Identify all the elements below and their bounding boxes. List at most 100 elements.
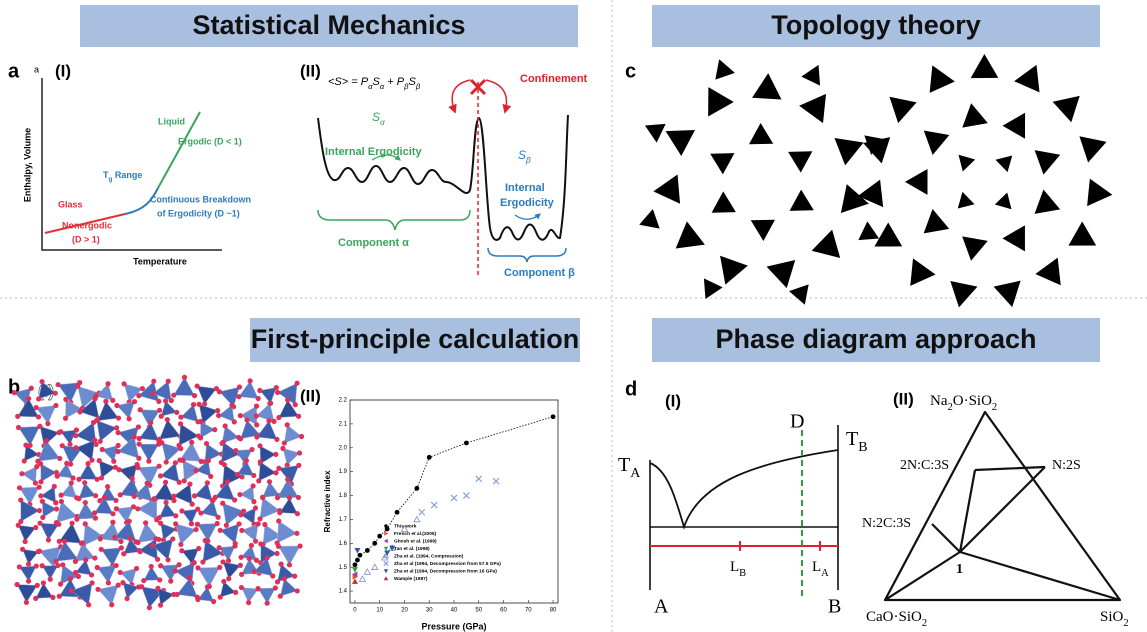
oxygen-atom <box>187 482 192 487</box>
oxygen-atom <box>57 539 62 544</box>
oxygen-atom <box>82 480 87 485</box>
tetrahedron <box>100 522 121 541</box>
triangle <box>653 174 680 203</box>
oxygen-atom <box>92 510 97 515</box>
oxygen-atom <box>239 572 244 577</box>
part-label: (I) <box>665 391 681 410</box>
oxygen-atom <box>70 475 75 480</box>
triangle <box>715 59 735 79</box>
series-line <box>355 417 553 565</box>
triangle <box>958 192 975 209</box>
oxygen-atom <box>63 397 68 402</box>
oxygen-atom <box>37 485 42 490</box>
oxygen-atom <box>174 410 179 415</box>
label: D <box>790 411 804 433</box>
oxygen-atom <box>45 421 50 426</box>
oxygen-atom <box>232 543 237 548</box>
oxygen-atom <box>196 402 201 407</box>
oxygen-atom <box>229 403 234 408</box>
y-tick-label: 2.0 <box>339 445 348 451</box>
oxygen-atom <box>135 540 140 545</box>
tetrahedron <box>280 579 297 596</box>
legend-label: Ghosh et al. (1999) <box>394 538 437 544</box>
oxygen-atom <box>170 536 175 541</box>
oxygen-atom <box>169 398 174 403</box>
oxygen-atom <box>174 592 179 597</box>
x-tick-label: 10 <box>376 608 383 614</box>
oxygen-atom <box>146 459 151 464</box>
oxygen-atom <box>116 430 121 435</box>
oxygen-atom <box>100 447 105 452</box>
oxygen-atom <box>143 520 148 525</box>
oxygen-atom <box>83 557 88 562</box>
oxygen-atom <box>254 413 259 418</box>
legend-label: Tan et al. (1998) <box>394 546 430 552</box>
oxygen-atom <box>48 577 53 582</box>
oxygen-atom <box>238 512 243 517</box>
oxygen-atom <box>58 582 63 587</box>
triangle <box>645 124 666 143</box>
triangle <box>676 221 705 248</box>
oxygen-atom <box>157 408 162 413</box>
oxygen-atom <box>95 587 100 592</box>
label: TB <box>846 428 868 455</box>
legend-label: Zha et al (1994, Decompression from 16 G… <box>394 568 497 574</box>
tetrahedron <box>181 405 198 422</box>
oxygen-atom <box>130 476 135 481</box>
label-part: 2 <box>992 402 997 413</box>
triangle <box>994 281 1021 307</box>
oxygen-atom <box>193 527 198 532</box>
oxygen-atom <box>157 577 162 582</box>
label-part: 2 <box>1123 618 1128 629</box>
oxygen-atom <box>249 543 254 548</box>
oxygen-atom <box>274 385 279 390</box>
point <box>551 414 556 419</box>
oxygen-atom <box>239 585 244 590</box>
oxygen-atom <box>276 518 281 523</box>
oxygen-atom <box>271 419 276 424</box>
triangle <box>752 73 781 99</box>
oxygen-atom <box>178 415 183 420</box>
tetrahedron <box>197 524 217 541</box>
panel-letter: d <box>625 378 637 400</box>
tetrahedron <box>154 482 174 500</box>
tetrahedron <box>194 483 212 501</box>
y-tick-label: 1.8 <box>339 493 348 499</box>
oxygen-atom <box>211 599 216 604</box>
oxygen-atom <box>95 565 100 570</box>
oxygen-atom <box>83 500 88 505</box>
energy-landscape <box>318 115 568 240</box>
oxygen-atom <box>179 548 184 553</box>
oxygen-atom <box>20 547 25 552</box>
triangle <box>801 65 820 86</box>
triangle <box>708 87 734 116</box>
y-axis-label: Refractive index <box>323 470 332 532</box>
tetrahedron <box>161 463 180 482</box>
oxygen-atom <box>59 493 64 498</box>
oxygen-atom <box>254 404 259 409</box>
oxygen-atom <box>274 437 279 442</box>
triangle <box>790 190 814 211</box>
oxygen-atom <box>132 434 137 439</box>
point <box>355 558 360 563</box>
tetrahedron <box>259 462 276 481</box>
oxygen-atom <box>222 462 227 467</box>
y-tick-label: 1.4 <box>339 589 348 595</box>
tetrahedron <box>223 562 240 579</box>
oxygen-atom <box>233 590 238 595</box>
oxygen-atom <box>39 379 44 384</box>
oxygen-atom <box>69 521 74 526</box>
oxygen-atom <box>83 521 88 526</box>
oxygen-atom <box>195 522 200 527</box>
tetrahedron <box>215 482 234 500</box>
tetrahedron <box>56 501 77 522</box>
triangle <box>1035 258 1060 286</box>
tetrahedron <box>77 503 96 520</box>
tetrahedron <box>40 523 59 540</box>
part-label: (I) <box>55 61 71 80</box>
oxygen-atom <box>137 441 142 446</box>
label-part: 2 <box>922 618 927 629</box>
label: N:2S <box>1052 458 1081 473</box>
oxygen-atom <box>105 381 110 386</box>
oxygen-atom <box>89 572 94 577</box>
